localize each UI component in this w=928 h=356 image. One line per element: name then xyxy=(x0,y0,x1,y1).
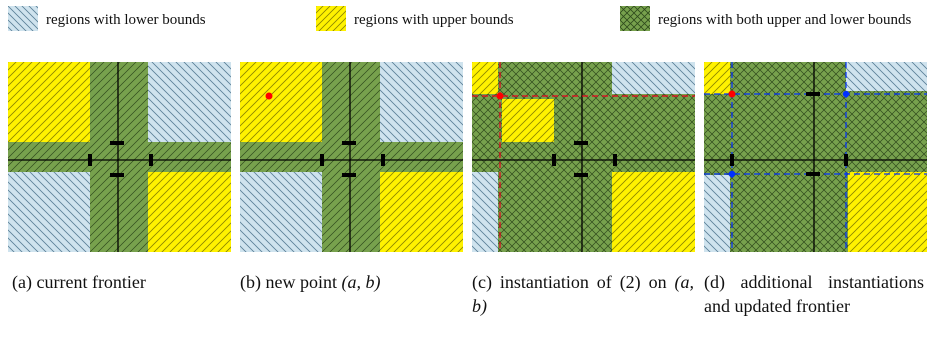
panel-c-instantiation xyxy=(472,62,695,252)
caption-b-text: (b) new point xyxy=(240,272,342,292)
panel-b-new-point xyxy=(240,62,463,252)
caption-d-text: (d) additional instantiations and update… xyxy=(704,272,924,316)
both-bounds-swatch xyxy=(620,6,650,31)
panel-a-current-frontier xyxy=(8,62,231,252)
panel-d-updated-frontier xyxy=(704,62,927,252)
legend-both-label: regions with both upper and lower bounds xyxy=(658,12,912,28)
caption-a-text: (a) current frontier xyxy=(12,272,146,292)
lower-bounds-swatch xyxy=(8,6,38,31)
caption-c-text: (c) instantiation of (2) on xyxy=(472,272,675,292)
instantiation-blue-marker-1 xyxy=(842,90,850,98)
caption-c-math: (a, b) xyxy=(472,272,694,316)
upper-bounds-swatch xyxy=(316,6,346,31)
caption-b-math: (a, b) xyxy=(341,272,381,292)
caption-a: (a) current frontier xyxy=(12,270,232,294)
point-a-b-marker xyxy=(728,90,736,98)
instantiation-blue-marker-2 xyxy=(728,170,736,178)
new-point-marker xyxy=(265,92,273,100)
caption-b: (b) new point (a, b) xyxy=(240,270,464,294)
legend-lower-label: regions with lower bounds xyxy=(46,12,206,28)
instantiation-point-marker xyxy=(496,92,504,100)
legend-upper-label: regions with upper bounds xyxy=(354,12,514,28)
caption-c: (c) instantiation of (2) on (a, b) xyxy=(472,270,694,318)
caption-d: (d) additional instantiations and update… xyxy=(704,270,924,318)
